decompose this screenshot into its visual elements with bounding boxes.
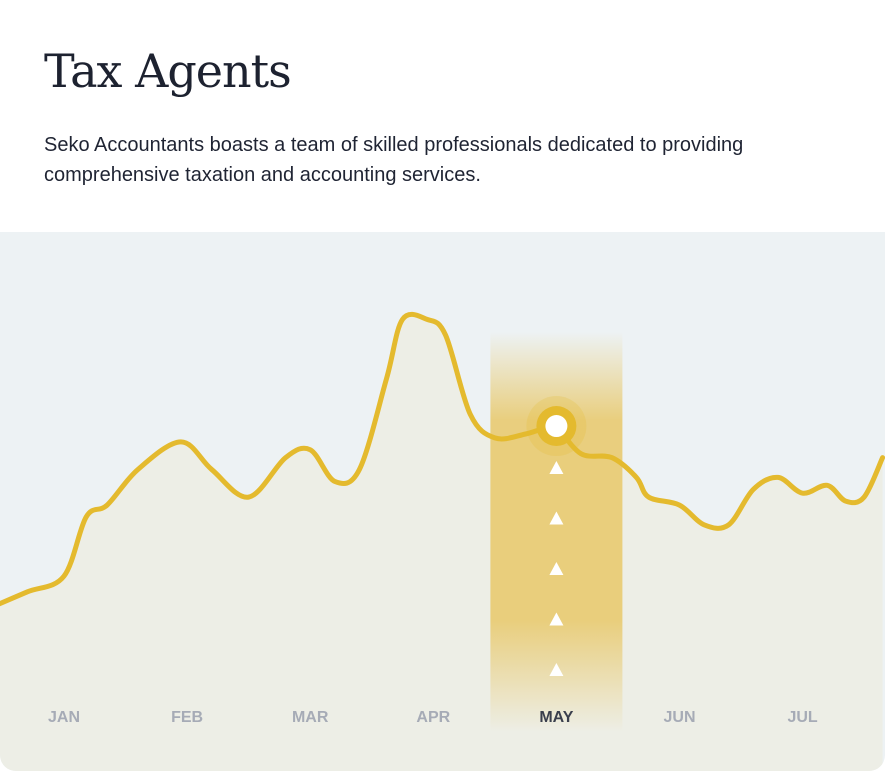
series-line	[0, 311, 885, 607]
up-arrow-icon	[549, 562, 564, 575]
x-tick-label: APR	[416, 709, 450, 726]
x-tick-label: JAN	[48, 709, 80, 726]
page-description: Seko Accountants boasts a team of skille…	[44, 134, 744, 186]
x-tick-label: JUL	[787, 709, 817, 726]
up-arrow-icon	[549, 461, 564, 474]
line-chart: JAN FEB MAR APR MAY JUN JUL	[0, 311, 885, 771]
x-tick-label: JUN	[663, 709, 695, 726]
focus-marker-center	[545, 415, 568, 438]
chart-panel: JAN FEB MAR APR MAY JUN JUL	[0, 232, 885, 771]
area-fill	[0, 314, 883, 771]
x-tick-label: MAY	[539, 709, 573, 726]
page-title: Tax Agents	[44, 44, 292, 98]
up-arrow-icon	[549, 663, 564, 676]
up-arrow-icon	[549, 511, 564, 525]
up-arrow-icon	[549, 612, 564, 626]
x-tick-label: FEB	[171, 709, 203, 726]
x-tick-label: MAR	[292, 709, 329, 726]
